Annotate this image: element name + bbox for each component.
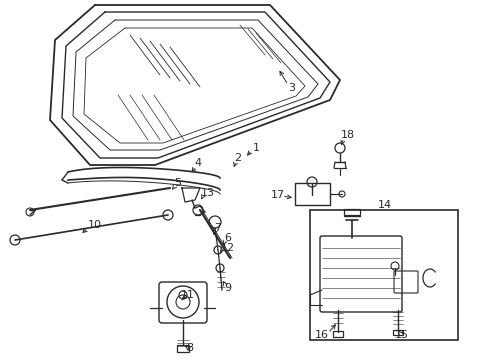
Text: 17: 17 bbox=[271, 190, 285, 200]
Text: 10: 10 bbox=[88, 220, 102, 230]
Text: 18: 18 bbox=[341, 130, 355, 140]
Text: 12: 12 bbox=[221, 243, 235, 253]
Text: 7: 7 bbox=[215, 223, 221, 233]
Text: 4: 4 bbox=[195, 158, 201, 168]
Text: 1: 1 bbox=[252, 143, 260, 153]
Text: 6: 6 bbox=[224, 233, 231, 243]
Text: 15: 15 bbox=[395, 330, 409, 340]
Bar bbox=[310, 210, 458, 340]
Text: 5: 5 bbox=[174, 178, 181, 188]
Text: 9: 9 bbox=[224, 283, 232, 293]
Bar bbox=[344, 209, 360, 215]
Text: 3: 3 bbox=[289, 83, 295, 93]
Text: 16: 16 bbox=[315, 330, 329, 340]
Text: 11: 11 bbox=[181, 290, 195, 300]
Text: 2: 2 bbox=[234, 153, 242, 163]
Text: 14: 14 bbox=[378, 200, 392, 210]
Bar bbox=[333, 331, 343, 337]
Text: 8: 8 bbox=[186, 343, 194, 353]
Bar bbox=[393, 330, 403, 335]
Text: 13: 13 bbox=[201, 188, 215, 198]
Bar bbox=[177, 345, 189, 352]
Bar bbox=[295, 183, 330, 205]
